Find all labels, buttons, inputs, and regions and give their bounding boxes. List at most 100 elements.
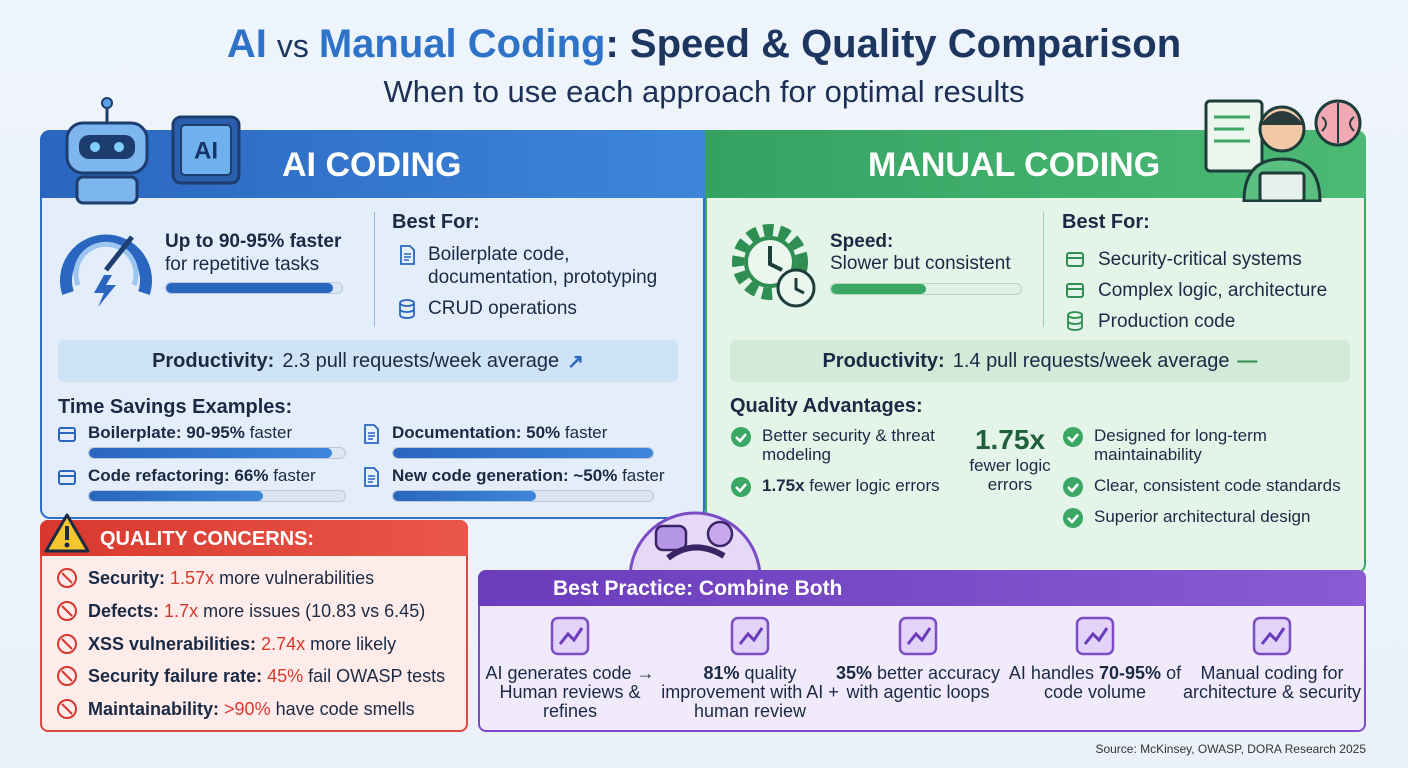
- practice-icon: [550, 616, 590, 656]
- bestfor-item: CRUD operations: [392, 297, 692, 320]
- time-saving: Documentation: 50% faster: [392, 423, 607, 443]
- advantage: Superior architectural design: [1062, 507, 1374, 528]
- warning-icon: [44, 513, 90, 553]
- productivity-label: Productivity:: [822, 349, 945, 372]
- subtitle: When to use each approach for optimal re…: [383, 74, 1025, 109]
- concern-rest: more issues (10.83 vs 6.45): [203, 600, 426, 621]
- time-saving-label: Boilerplate:: [88, 423, 182, 442]
- concern-value: 45%: [267, 666, 304, 687]
- productivity-text: 2.3 pull requests/week average: [282, 349, 560, 372]
- gear-clock-icon: [732, 224, 816, 308]
- chip-label: AI: [194, 137, 218, 164]
- time-saving: New code generation: ~50% faster: [392, 466, 665, 486]
- manual-heading: MANUAL CODING: [868, 146, 1161, 184]
- time-saving-value: 66%: [234, 466, 269, 485]
- dot-icon: [57, 633, 77, 654]
- dot-icon: [57, 666, 77, 687]
- practice-text: of code volume: [1043, 663, 1182, 702]
- manual-bestfor-title: Best For:: [1062, 211, 1150, 233]
- advantages-left: Better security & threat modeling 1.75x f…: [730, 426, 960, 507]
- concern-value: 2.74x: [261, 633, 306, 654]
- bestfor-item: Security-critical systems: [1062, 244, 1352, 275]
- advantage: 1.75x fewer logic errors: [730, 476, 962, 497]
- concern-value: 1.57x: [170, 568, 215, 588]
- time-saving: Code refactoring: 66% faster: [88, 466, 316, 486]
- db-icon: [1067, 311, 1083, 331]
- concern: XSS vulnerabilities: 2.74x more likely: [88, 634, 396, 655]
- time-savings-title: Time Savings Examples:: [58, 396, 293, 418]
- practice-bold: 81%: [703, 663, 740, 683]
- practice-bold: 35%: [835, 663, 872, 683]
- concern: Security failure rate: 45% fail OWASP te…: [88, 666, 445, 687]
- bestfor-text: Production code: [1098, 311, 1236, 332]
- bestfor-item: Boilerplate code, documentation, prototy…: [392, 243, 692, 289]
- concern-value: >90%: [224, 699, 271, 720]
- doc-icon: [400, 245, 415, 265]
- practice-item: 81% quality improvement with AI + human …: [660, 664, 840, 721]
- advantages-right: Designed for long-term maintainability Cl…: [1062, 426, 1362, 538]
- practice-item: 35% better accuracy with agentic loops: [828, 664, 1008, 702]
- manual-speed-bar: [830, 283, 1022, 295]
- time-saving-rest: faster: [622, 466, 665, 485]
- concern: Maintainability: >90% have code smells: [88, 699, 415, 720]
- title-part: vs: [276, 28, 309, 64]
- bestfor-text: CRUD operations: [428, 298, 577, 319]
- box-icon: [1066, 252, 1084, 267]
- bestfor-text: Security-critical systems: [1098, 249, 1302, 270]
- quality-title: Quality Advantages:: [730, 395, 923, 417]
- box-icon: [58, 470, 76, 485]
- practice-title: Best Practice: Combine Both: [553, 577, 843, 600]
- productivity-text: 1.4 pull requests/week average: [952, 349, 1230, 372]
- ai-productivity: Productivity: 2.3 pull requests/week aver…: [58, 340, 678, 382]
- time-saving-value: 50%: [526, 423, 561, 442]
- ai-speed-bar: [165, 282, 343, 294]
- productivity-symbol: ↗: [567, 350, 584, 373]
- callout-text: fewer logic errors: [969, 456, 1051, 494]
- time-saving-value: 90-95%: [186, 423, 245, 442]
- practice-icon: [1252, 616, 1292, 656]
- time-saving-fill: [393, 491, 536, 501]
- advantage-text: Designed for long-term maintainability: [1094, 426, 1267, 464]
- ai-bestfor-title: Best For:: [392, 211, 480, 233]
- check-icon: [731, 427, 751, 447]
- time-saving-bar: [392, 490, 654, 502]
- title: AI vs Manual Coding: Speed & Quality Compa…: [0, 22, 1408, 67]
- concern-label: Defects:: [88, 600, 160, 621]
- concern-rest: more vulnerabilities: [219, 568, 375, 588]
- concern-label: Security failure rate:: [88, 666, 263, 687]
- box-icon: [1066, 283, 1084, 298]
- time-saving: Boilerplate: 90-95% faster: [88, 423, 292, 443]
- time-saving-bar: [88, 490, 346, 502]
- advantage-bold: 1.75x: [762, 476, 805, 495]
- time-saving-rest: faster: [249, 423, 293, 442]
- doc-icon: [364, 467, 379, 487]
- bestfor-text: Complex logic, architecture: [1098, 280, 1328, 301]
- ai-header: [40, 130, 705, 198]
- practice-pre: AI handles: [1008, 663, 1094, 683]
- advantage-text: Superior architectural design: [1094, 507, 1311, 526]
- concerns-header: [40, 520, 468, 556]
- concern-rest: more likely: [310, 633, 397, 654]
- bestfor-item: Production code: [1062, 306, 1352, 337]
- source: Source: McKinsey, OWASP, DORA Research 2…: [1095, 742, 1366, 756]
- db-icon: [399, 299, 415, 319]
- productivity-label: Productivity:: [152, 349, 275, 372]
- callout-value: 1.75x: [974, 424, 1046, 455]
- ai-icons: AI: [65, 97, 241, 205]
- practice-icon: [730, 616, 770, 656]
- bestfor-item: Complex logic, architecture: [1062, 275, 1352, 306]
- advantage-text: Better security & threat modeling: [762, 426, 935, 464]
- dot-icon: [57, 600, 77, 621]
- manual-bestfor-list: Security-critical systems Complex logic, …: [1062, 244, 1352, 337]
- title-part: Manual Coding: [318, 22, 606, 66]
- productivity-symbol: —: [1237, 349, 1258, 372]
- concern: Defects: 1.7x more issues (10.83 vs 6.45…: [88, 601, 425, 622]
- practice-text: AI generates code → Human reviews & refi…: [485, 663, 655, 721]
- bestfor-text: Boilerplate code, documentation, prototy…: [428, 244, 658, 288]
- time-saving-rest: faster: [273, 466, 316, 485]
- ai-speed-title: Up to 90-95% faster: [165, 231, 342, 252]
- collab-icon: [628, 511, 762, 578]
- practice-item: AI generates code → Human reviews & refi…: [480, 664, 660, 721]
- doc-icon: [364, 424, 379, 444]
